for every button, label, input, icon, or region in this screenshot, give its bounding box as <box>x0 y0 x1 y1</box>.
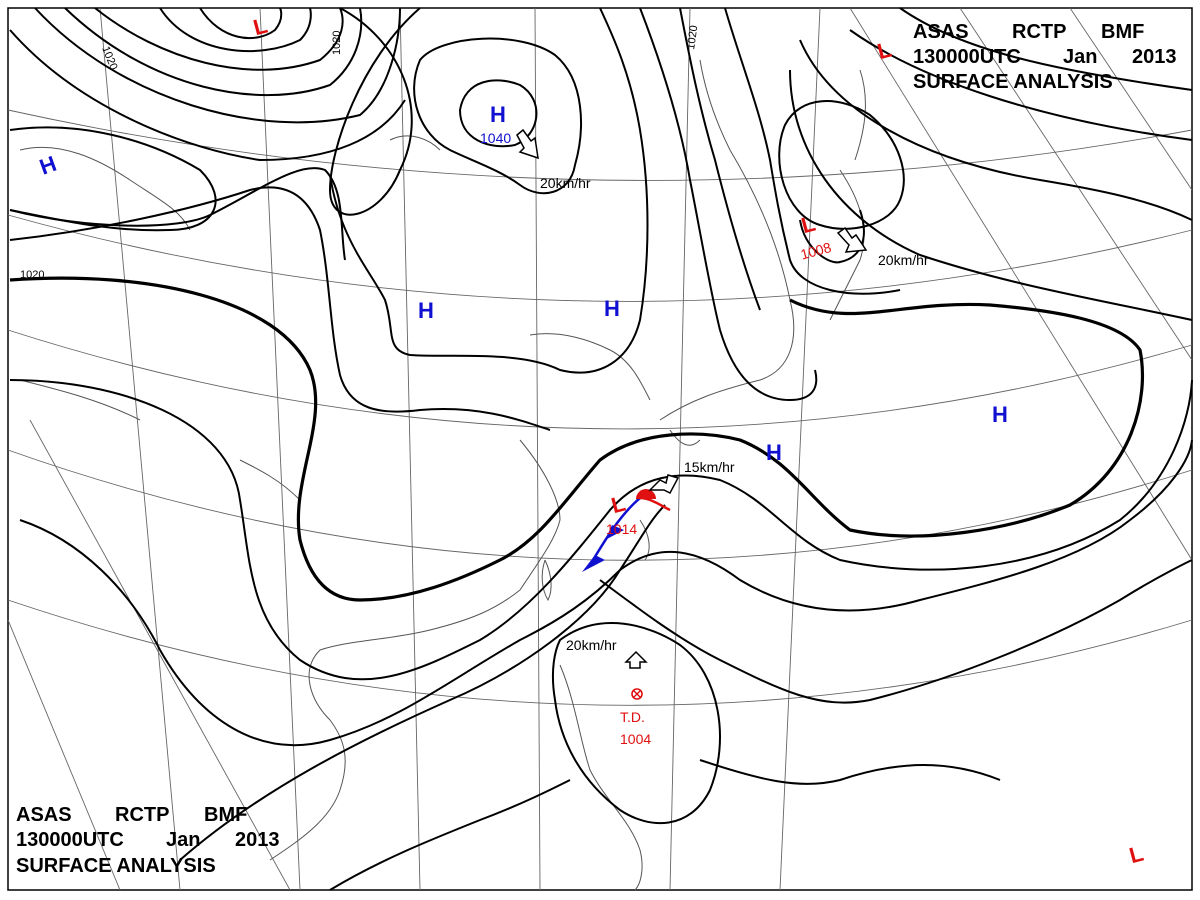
low-pressure-value: 1008 <box>799 239 833 263</box>
td-pressure-value: 1004 <box>620 731 651 747</box>
header-agency: ASAS <box>16 804 72 826</box>
header-center: RCTP <box>115 804 169 826</box>
low-center: L <box>1127 841 1146 869</box>
isobar-label: 1020 <box>331 31 343 55</box>
speed-label-td: 20km/hr <box>566 637 617 653</box>
map-border <box>7 7 1193 891</box>
motion-arrow-icon <box>516 128 539 160</box>
warm-front-semicircle <box>636 489 656 499</box>
high-center: H <box>490 102 506 127</box>
high-center: H <box>418 298 434 323</box>
header-center: RCTP <box>1012 21 1066 43</box>
header-month: Jan <box>1063 46 1097 68</box>
header-top: ASAS RCTP BMF 130000UTC Jan 2013 SURFACE… <box>913 21 1177 93</box>
header-station: BMF <box>1101 21 1144 43</box>
high-center: H <box>992 402 1008 427</box>
speed-label-high-north: 20km/hr <box>540 175 591 191</box>
header-title: SURFACE ANALYSIS <box>16 855 216 877</box>
low-center: L <box>799 211 818 239</box>
cold-front-triangle <box>582 555 605 572</box>
header-bottom: ASAS RCTP BMF 130000UTC Jan 2013 SURFACE… <box>16 804 280 877</box>
header-station: BMF <box>204 804 247 826</box>
high-pressure-value: 1040 <box>480 130 511 146</box>
speed-label-low-okhotsk: 20km/hr <box>878 252 929 268</box>
header-time: 130000UTC <box>16 829 124 851</box>
low-center: L <box>251 13 270 41</box>
motion-arrow-icon <box>836 226 868 253</box>
low-pressure-value: 1014 <box>606 521 637 537</box>
header-month: Jan <box>166 829 200 851</box>
header-title: SURFACE ANALYSIS <box>913 71 1113 93</box>
tropical-depression-icon <box>631 688 643 700</box>
speed-label-low-taiwan: 15km/hr <box>684 459 735 475</box>
motion-arrow-icon <box>648 474 680 494</box>
header-time: 130000UTC <box>913 46 1021 68</box>
low-center: L <box>609 491 628 519</box>
header-year: 2013 <box>235 829 280 851</box>
isobars <box>9 7 1193 891</box>
coastlines <box>19 59 866 891</box>
high-center: H <box>766 440 782 465</box>
motion-arrow-icon <box>624 650 648 669</box>
isobar-label: 1020 <box>685 25 700 51</box>
motion-arrows <box>516 128 868 669</box>
td-label: T.D. <box>620 709 645 725</box>
cold-front <box>582 497 641 572</box>
header-year: 2013 <box>1132 46 1177 68</box>
warm-front <box>636 489 671 512</box>
isobar-label: 1020 <box>20 269 44 281</box>
low-center: L <box>875 37 894 65</box>
header-agency: ASAS <box>913 21 969 43</box>
cold-front-triangle <box>605 525 624 540</box>
high-center: H <box>604 296 620 321</box>
